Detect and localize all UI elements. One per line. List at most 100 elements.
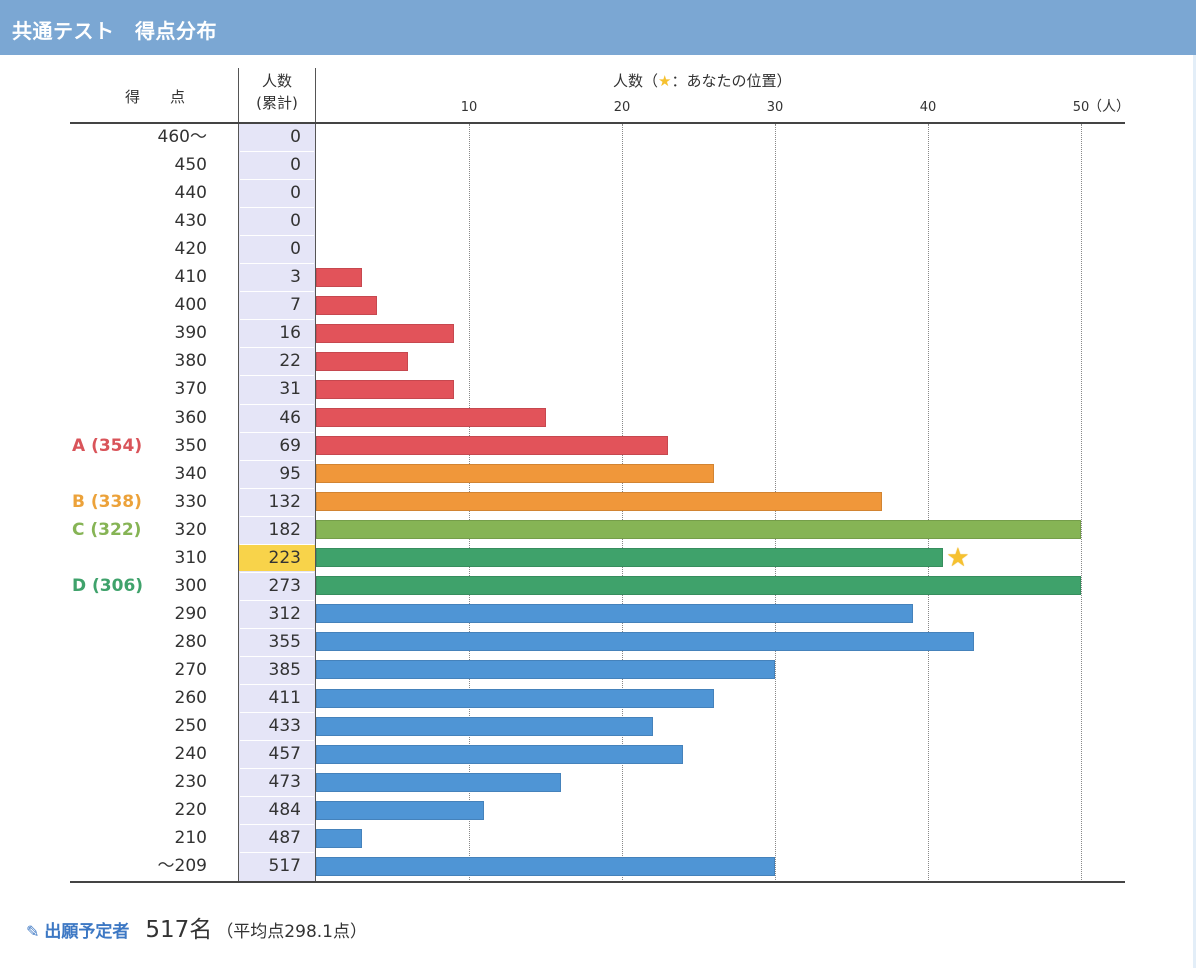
bar-290 xyxy=(316,604,913,624)
header-bar: 共通テスト 得点分布 xyxy=(0,0,1196,55)
row-separator xyxy=(240,375,314,377)
score-label: 300 xyxy=(174,575,207,596)
score-label: 320 xyxy=(174,519,207,540)
cumulative-count: 487 xyxy=(268,828,301,849)
count-header-line2: (累計) xyxy=(256,94,298,112)
row-separator xyxy=(240,319,314,321)
row-separator xyxy=(240,291,314,293)
bar-300 xyxy=(316,576,1081,596)
bar-390 xyxy=(316,323,454,343)
score-label: 460〜 xyxy=(157,127,207,147)
cumulative-count: 182 xyxy=(268,519,301,540)
score-label: 450 xyxy=(174,155,207,176)
score-column-header: 得 点 xyxy=(124,88,185,106)
row-separator xyxy=(240,655,314,657)
row-separator xyxy=(240,852,314,854)
gridline xyxy=(1081,124,1082,882)
cumulative-count: 312 xyxy=(268,603,301,624)
bar-220 xyxy=(316,800,485,820)
score-label: 430 xyxy=(174,211,207,232)
cumulative-count: 385 xyxy=(268,659,301,680)
row-separator xyxy=(240,431,314,433)
row-separator xyxy=(240,347,314,349)
row-separator xyxy=(240,740,314,742)
chart-title-suffix: ：あなたの位置） xyxy=(671,72,792,90)
chart-title-prefix: 人数（ xyxy=(613,72,659,90)
score-label: 370 xyxy=(174,379,207,400)
bar-310 xyxy=(316,548,944,568)
score-label: 〜209 xyxy=(157,856,207,877)
x-tick-label: 30 xyxy=(766,100,784,115)
applicants-label: 出願予定者 xyxy=(44,922,130,942)
score-label: 270 xyxy=(174,659,207,680)
row-separator xyxy=(240,459,314,461)
bar-340 xyxy=(316,464,714,484)
score-label: 310 xyxy=(174,547,207,568)
cumulative-count: 22 xyxy=(279,351,301,372)
row-separator xyxy=(240,263,314,265)
cumulative-count: 16 xyxy=(279,323,301,344)
grade-line-label: A (354) xyxy=(72,435,143,456)
row-separator xyxy=(240,487,314,489)
score-label: 330 xyxy=(174,491,207,512)
cumulative-count: 517 xyxy=(268,856,301,877)
score-label: 220 xyxy=(174,800,207,821)
grade-line-label: B (338) xyxy=(72,491,142,512)
page-title: 共通テスト 得点分布 xyxy=(12,19,217,43)
score-label: 400 xyxy=(174,295,207,316)
score-label: 410 xyxy=(174,267,207,288)
row-separator xyxy=(240,543,314,545)
x-tick-label: 20 xyxy=(613,100,631,115)
divider-right xyxy=(315,68,316,882)
x-axis-unit: （人） xyxy=(1088,99,1130,115)
cumulative-count: 31 xyxy=(279,379,301,400)
row-separator xyxy=(240,571,314,573)
grade-line-label: C (322) xyxy=(72,519,142,540)
cumulative-count: 132 xyxy=(268,491,301,512)
score-label: 390 xyxy=(174,323,207,344)
row-separator xyxy=(240,151,314,153)
row-separator xyxy=(240,515,314,517)
bar-360 xyxy=(316,408,546,427)
score-label: 440 xyxy=(174,183,207,204)
your-position-star-icon: ★ xyxy=(946,542,970,573)
x-tick-label: 40 xyxy=(919,100,937,115)
score-label: 290 xyxy=(174,603,207,624)
score-label: 240 xyxy=(174,744,207,765)
cumulative-count: 3 xyxy=(290,267,301,288)
bar-270 xyxy=(316,660,775,680)
cumulative-count: 0 xyxy=(290,239,301,260)
cumulative-count: 355 xyxy=(268,631,301,652)
cumulative-count: 223 xyxy=(268,547,301,568)
star-icon: ★ xyxy=(658,72,672,90)
cumulative-count: 0 xyxy=(290,183,301,204)
cumulative-count: 69 xyxy=(279,435,301,456)
row-separator xyxy=(240,235,314,237)
bar-〜209 xyxy=(316,856,775,876)
cumulative-count: 0 xyxy=(290,155,301,176)
row-separator xyxy=(240,824,314,826)
score-label: 380 xyxy=(174,351,207,372)
bar-400 xyxy=(316,295,378,315)
row-separator xyxy=(240,768,314,770)
grade-line-label: D (306) xyxy=(72,575,144,596)
row-separator xyxy=(240,599,314,601)
cumulative-count: 95 xyxy=(279,463,301,484)
bar-380 xyxy=(316,351,408,371)
pencil-icon: ✎ xyxy=(26,922,40,941)
bar-350 xyxy=(316,436,668,456)
bar-210 xyxy=(316,828,362,848)
score-label: 360 xyxy=(174,407,207,428)
cumulative-count: 273 xyxy=(268,575,301,596)
row-separator xyxy=(240,207,314,209)
footer-summary: ✎ 出願予定者 517名 （平均点298.1点） xyxy=(26,910,367,944)
cumulative-count: 473 xyxy=(268,772,301,793)
bottom-rule xyxy=(70,881,1125,883)
count-header-line1: 人数 xyxy=(261,72,292,90)
row-separator xyxy=(240,627,314,629)
bar-260 xyxy=(316,688,714,708)
cumulative-count: 46 xyxy=(279,407,301,428)
score-label: 350 xyxy=(174,435,207,456)
score-label: 250 xyxy=(174,716,207,737)
